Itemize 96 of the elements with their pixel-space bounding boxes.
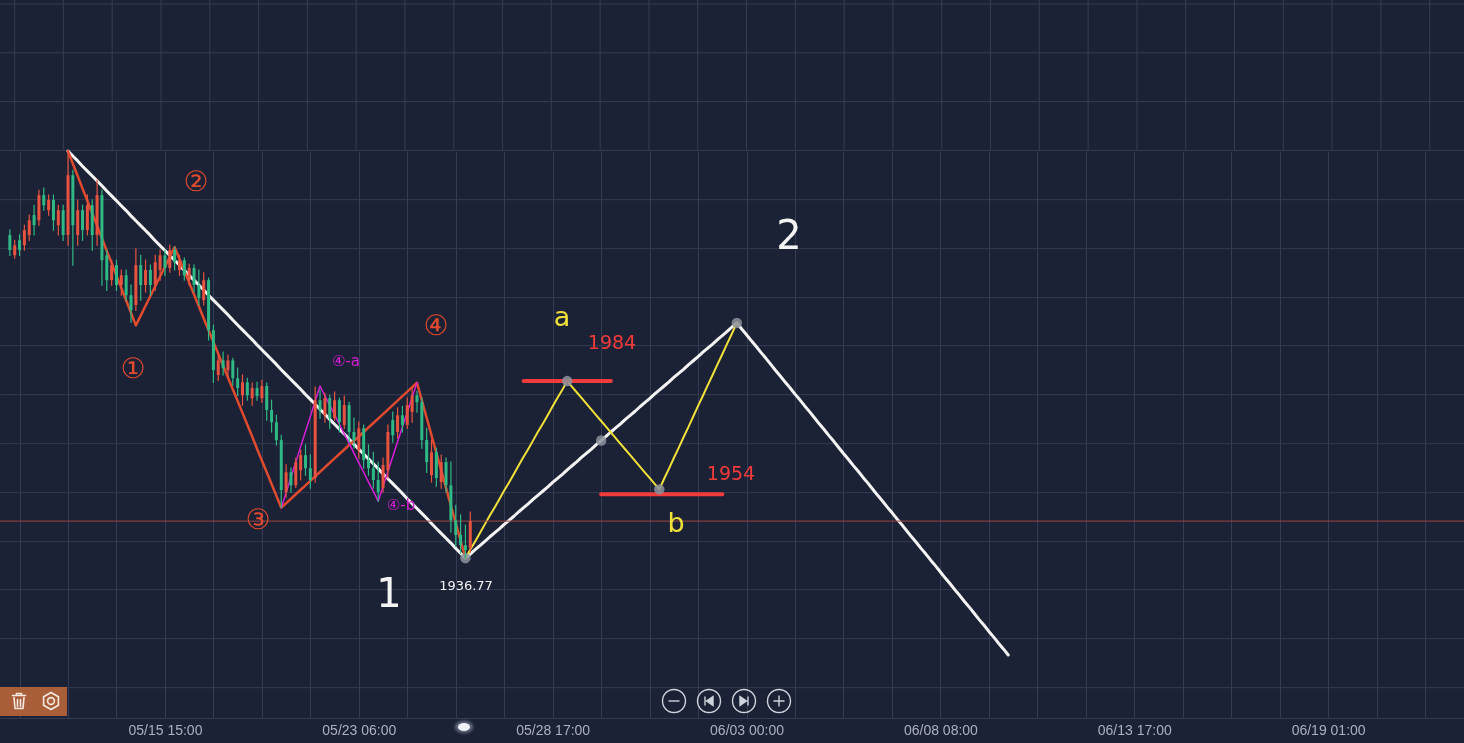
candlestick [250,382,254,406]
candlestick [192,264,196,293]
candlestick [352,417,356,449]
candlestick [337,397,341,433]
candlestick [342,395,346,429]
annotation: b [667,507,685,538]
candlestick [202,272,206,306]
x-tick-label: 05/23 06:00 [322,721,397,738]
candlestick [245,377,249,401]
candlestick [333,391,337,421]
annotation: ③ [245,503,271,536]
candlestick [439,454,443,489]
candlestick [430,439,434,483]
candlestick [129,284,133,323]
candlestick [119,269,123,296]
candlestick [396,407,400,439]
candlestick [177,254,181,276]
candlestick [226,354,230,379]
candlestick [27,214,31,241]
annotation: ② [183,165,209,198]
point [561,375,573,387]
candlestick [124,269,128,301]
point [595,435,607,446]
candlestick [270,399,274,433]
candlestick [221,351,225,376]
candlestick [284,464,288,498]
text: 1 [376,570,402,616]
candlestick [294,457,298,488]
candlestick [444,457,448,493]
annotation: 2 [776,212,802,258]
candlestick [51,194,55,231]
candlestick [405,397,409,429]
candlestick [255,381,259,401]
x-tick-label: 06/03 00:00 [710,721,785,738]
text: 1936.77 [439,578,493,593]
candlestick [323,392,327,423]
candlestick [425,427,429,473]
annotation: ④-a [331,352,361,370]
candlestick [415,390,419,413]
candlestick [367,444,370,476]
candlestick [400,405,404,433]
candlestick [303,444,307,476]
candlestick [299,449,303,481]
annotation: a [553,301,571,332]
candlestick [18,234,22,256]
candlestick [81,204,85,241]
candlestick [8,229,12,256]
x-tick-label: 05/15 15:00 [128,721,203,738]
candlestick [240,374,244,406]
x-tick-label: 06/13 17:00 [1097,721,1172,738]
candlestick [459,514,463,554]
candlestick [260,379,264,403]
point [460,552,471,564]
x-tick-label: 06/19 01:00 [1291,721,1366,738]
candlestick [144,259,148,293]
candlestick [231,357,235,386]
candlestick [182,257,186,281]
candlestick [216,354,220,381]
annotation: ④ [423,309,449,342]
point [731,317,743,329]
annotation: ④-b [386,496,416,514]
candlestick [357,421,361,459]
candlestick [139,254,143,301]
candlestick [187,263,191,286]
candlestick [114,259,118,291]
candlestick [168,244,172,273]
annotation: 1954 [706,462,756,484]
candlestick [153,254,157,291]
candlestick [42,187,46,211]
candlestick [110,259,114,286]
candlestick [308,454,312,489]
candlestick [454,504,458,547]
candlestick [158,249,162,281]
candlestick [391,411,395,443]
candlestick [47,194,51,216]
candlestick [56,204,60,236]
candlestick [376,461,380,502]
x-tick-label: 06/08 08:00 [903,721,979,738]
candlestick [32,204,36,236]
candlestick [163,249,167,276]
candlestick [318,389,322,419]
point [654,484,665,495]
annotation: ① [120,352,146,385]
candlestick [410,387,414,423]
candlestick [371,451,375,489]
annotation: 1984 [587,331,637,353]
candlestick [197,269,201,306]
candlestick [328,394,332,429]
candlestick [22,224,26,251]
candlestick [148,264,152,296]
x-tick-label: 05/28 17:00 [516,721,591,738]
candlestick [463,524,467,559]
candlestick [274,414,278,446]
candlestick [289,467,293,493]
candlestick [173,246,177,271]
candlestick [236,367,240,396]
